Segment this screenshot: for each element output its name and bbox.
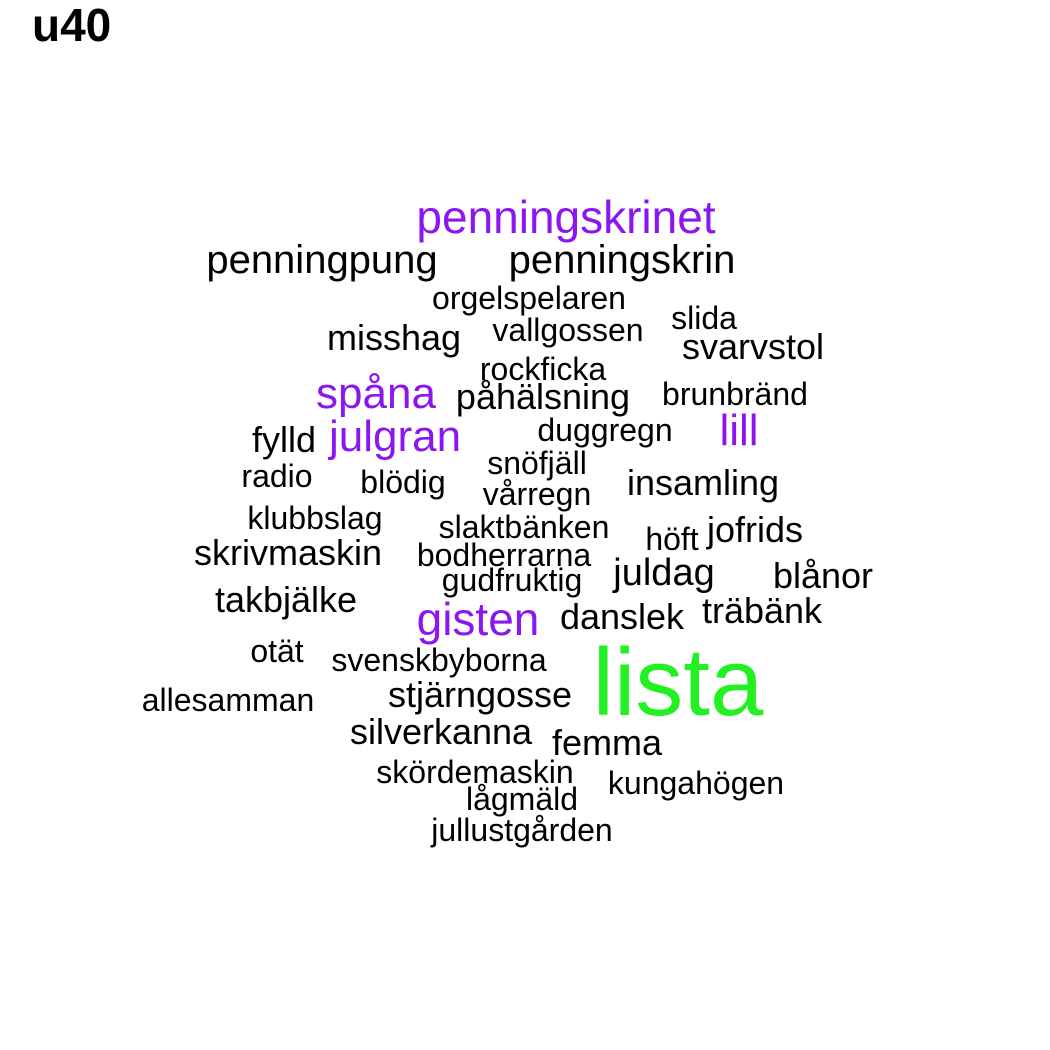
- word-allesamman: allesamman: [141, 682, 315, 718]
- word-takbjälke: takbjälke: [214, 579, 358, 620]
- word-skrivmaskin: skrivmaskin: [193, 532, 383, 573]
- word-penningpung: penningpung: [206, 238, 438, 282]
- word-juldag: juldag: [613, 552, 715, 594]
- word-höft: höft: [645, 521, 699, 557]
- word-misshag: misshag: [326, 317, 462, 358]
- word-gudfruktig: gudfruktig: [441, 562, 583, 598]
- word-jullustgården: jullustgården: [431, 812, 613, 848]
- word-blånor: blånor: [772, 555, 874, 596]
- word-orgelspelaren: orgelspelaren: [432, 280, 626, 316]
- word-skördemaskin: skördemaskin: [376, 754, 574, 790]
- word-snöfjäll: snöfjäll: [487, 445, 587, 481]
- word-lista: lista: [592, 629, 764, 736]
- word-lågmäld: lågmäld: [465, 781, 579, 817]
- word-bodherrarna: bodherrarna: [416, 537, 592, 573]
- page-title: u40: [32, 0, 112, 51]
- word-duggregn: duggregn: [537, 412, 673, 448]
- word-otät: otät: [250, 633, 304, 669]
- word-insamling: insamling: [626, 462, 780, 503]
- word-lill: lill: [719, 406, 759, 455]
- word-julgran: julgran: [328, 412, 462, 461]
- word-rockficka: rockficka: [479, 351, 607, 387]
- word-spåna: spåna: [316, 369, 436, 418]
- word-femma: femma: [551, 722, 663, 763]
- word-danslek: danslek: [559, 596, 685, 637]
- word-påhälsning: påhälsning: [455, 376, 631, 417]
- word-klubbslag: klubbslag: [247, 500, 383, 536]
- word-penningskrin: penningskrin: [508, 238, 736, 282]
- word-svenskbyborna: svenskbyborna: [331, 642, 547, 678]
- word-vallgossen: vallgossen: [492, 312, 644, 348]
- word-stjärngosse: stjärngosse: [387, 674, 573, 715]
- word-svarvstol: svarvstol: [681, 326, 825, 367]
- word-radio: radio: [241, 458, 313, 494]
- word-blödig: blödig: [360, 464, 446, 500]
- word-slida: slida: [671, 300, 737, 336]
- word-kungahögen: kungahögen: [607, 765, 785, 801]
- word-vårregn: vårregn: [482, 476, 592, 512]
- word-fylld: fylld: [251, 419, 317, 460]
- word-jofrids: jofrids: [706, 509, 804, 550]
- word-silverkanna: silverkanna: [349, 711, 533, 752]
- word-brunbränd: brunbränd: [662, 376, 808, 412]
- word-penningskrinet: penningskrinet: [416, 191, 716, 243]
- word-gisten: gisten: [416, 593, 540, 645]
- word-slaktbänken: slaktbänken: [438, 509, 610, 545]
- word-träbänk: träbänk: [701, 590, 823, 631]
